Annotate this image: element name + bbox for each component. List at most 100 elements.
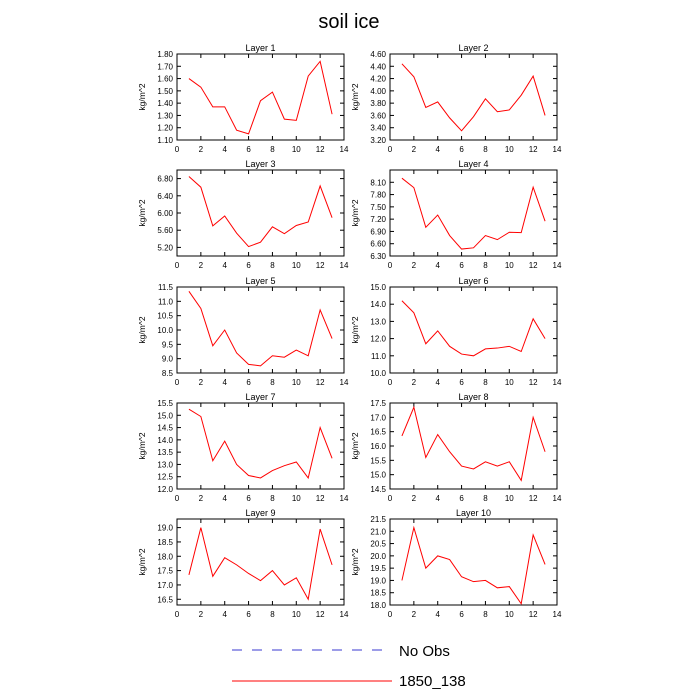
panel-title: Layer 5 bbox=[245, 276, 275, 286]
y-tick-label: 15.0 bbox=[370, 471, 386, 480]
x-tick-label: 6 bbox=[246, 610, 251, 619]
x-tick-label: 4 bbox=[222, 494, 227, 503]
x-tick-label: 6 bbox=[246, 378, 251, 387]
x-tick-label: 12 bbox=[316, 378, 325, 387]
x-tick-label: 8 bbox=[270, 261, 275, 270]
y-tick-label: 10.0 bbox=[157, 326, 173, 335]
panel-title: Layer 6 bbox=[458, 276, 488, 286]
plot-frame bbox=[389, 169, 558, 257]
legend: No Obs 1850_138 bbox=[232, 643, 466, 690]
y-tick-label: 7.50 bbox=[370, 203, 386, 212]
x-tick-label: 14 bbox=[553, 494, 562, 503]
x-tick-label: 8 bbox=[270, 378, 275, 387]
x-tick-label: 12 bbox=[529, 145, 538, 154]
y-tick-label: 6.00 bbox=[157, 209, 173, 218]
y-tick-label: 9.0 bbox=[162, 355, 174, 364]
y-axis-label: kg/m^2 bbox=[137, 199, 147, 226]
panel-layer-3: Layer 3 0 2 4 6 8 10 12 14 5.20 5.60 6.00 6.40 6.80 kg… bbox=[137, 159, 349, 270]
y-tick-label: 14.5 bbox=[370, 485, 386, 494]
plot-frame bbox=[389, 518, 558, 606]
x-tick-label: 10 bbox=[292, 145, 301, 154]
y-tick-label: 15.5 bbox=[370, 456, 386, 465]
y-tick-label: 12.5 bbox=[157, 473, 173, 482]
series-line-1850-138 bbox=[188, 527, 333, 601]
x-tick-label: 8 bbox=[483, 145, 488, 154]
x-tick-label: 4 bbox=[435, 494, 440, 503]
x-tick-label: 14 bbox=[340, 145, 349, 154]
x-tick-label: 0 bbox=[388, 145, 393, 154]
x-tick-label: 0 bbox=[175, 261, 180, 270]
y-tick-label: 1.70 bbox=[157, 62, 173, 71]
x-tick-label: 0 bbox=[175, 378, 180, 387]
panel-layer-6: Layer 6 0 2 4 6 8 10 12 14 10.0 11.0 12.0 13.0 14.0 15… bbox=[350, 276, 562, 387]
y-tick-label: 14.0 bbox=[157, 436, 173, 445]
y-tick-label: 19.0 bbox=[370, 576, 386, 585]
series-line-1850-138 bbox=[188, 408, 333, 480]
y-tick-label: 8.10 bbox=[370, 178, 386, 187]
x-tick-label: 14 bbox=[553, 378, 562, 387]
panel-title: Layer 3 bbox=[245, 159, 275, 169]
x-tick-label: 8 bbox=[270, 494, 275, 503]
panel-title: Layer 1 bbox=[245, 43, 275, 53]
figure-title: soil ice bbox=[318, 11, 379, 33]
x-tick-label: 12 bbox=[529, 494, 538, 503]
y-tick-label: 7.20 bbox=[370, 215, 386, 224]
x-tick-label: 14 bbox=[340, 261, 349, 270]
panel-title: Layer 7 bbox=[245, 392, 275, 402]
y-tick-label: 15.0 bbox=[157, 411, 173, 420]
y-tick-label: 19.5 bbox=[370, 564, 386, 573]
x-tick-label: 2 bbox=[412, 145, 417, 154]
x-tick-label: 8 bbox=[270, 610, 275, 619]
y-tick-label: 21.0 bbox=[370, 527, 386, 536]
y-tick-label: 20.5 bbox=[370, 540, 386, 549]
plot-frame bbox=[176, 518, 345, 606]
plot-frame bbox=[176, 286, 345, 374]
x-tick-label: 4 bbox=[222, 261, 227, 270]
series-line-1850-138 bbox=[401, 405, 546, 482]
y-tick-label: 3.80 bbox=[370, 99, 386, 108]
x-tick-label: 8 bbox=[483, 261, 488, 270]
plot-frame bbox=[389, 286, 558, 374]
x-tick-label: 12 bbox=[316, 610, 325, 619]
y-tick-label: 14.5 bbox=[157, 424, 173, 433]
x-tick-label: 14 bbox=[340, 378, 349, 387]
x-tick-label: 10 bbox=[292, 494, 301, 503]
plot-frame bbox=[176, 53, 345, 141]
x-tick-label: 4 bbox=[435, 610, 440, 619]
y-axis-label: kg/m^2 bbox=[137, 548, 147, 575]
x-tick-label: 12 bbox=[316, 261, 325, 270]
y-tick-label: 9.5 bbox=[162, 340, 174, 349]
x-tick-label: 2 bbox=[199, 261, 204, 270]
y-tick-label: 15.5 bbox=[157, 399, 173, 408]
x-tick-label: 12 bbox=[316, 145, 325, 154]
x-tick-label: 8 bbox=[483, 610, 488, 619]
y-tick-label: 3.40 bbox=[370, 124, 386, 133]
y-axis-label: kg/m^2 bbox=[350, 548, 360, 575]
y-tick-label: 17.0 bbox=[370, 413, 386, 422]
legend-label-no-obs: No Obs bbox=[399, 643, 450, 660]
x-tick-label: 14 bbox=[340, 494, 349, 503]
x-tick-label: 10 bbox=[292, 610, 301, 619]
y-tick-label: 21.5 bbox=[370, 515, 386, 524]
x-tick-label: 6 bbox=[459, 494, 464, 503]
plot-frame bbox=[176, 169, 345, 257]
y-tick-label: 18.0 bbox=[157, 552, 173, 561]
plot-frame bbox=[176, 402, 345, 490]
y-tick-label: 16.5 bbox=[157, 595, 173, 604]
series-line-1850-138 bbox=[188, 176, 333, 248]
panel-layer-8: Layer 8 0 2 4 6 8 10 12 14 14.5 15.0 15.5 16.0 16.5 17… bbox=[350, 392, 562, 503]
y-tick-label: 1.50 bbox=[157, 87, 173, 96]
x-tick-label: 2 bbox=[412, 494, 417, 503]
y-tick-label: 11.5 bbox=[158, 283, 174, 292]
series-line-1850-138 bbox=[401, 300, 546, 357]
series-line-1850-138 bbox=[401, 177, 546, 250]
x-tick-label: 6 bbox=[459, 378, 464, 387]
y-tick-label: 20.0 bbox=[370, 552, 386, 561]
x-tick-label: 4 bbox=[435, 378, 440, 387]
panel-title: Layer 8 bbox=[458, 392, 488, 402]
panel-layer-9: Layer 9 0 2 4 6 8 10 12 14 16.5 17.0 17.5 18.0 18.5 19… bbox=[137, 508, 349, 619]
panels-grid: Layer 10 2 4 6 8 10 12 141.101.201.301.401.501.… bbox=[137, 43, 562, 619]
series-line-1850-138 bbox=[401, 525, 546, 606]
x-tick-label: 4 bbox=[222, 145, 227, 154]
